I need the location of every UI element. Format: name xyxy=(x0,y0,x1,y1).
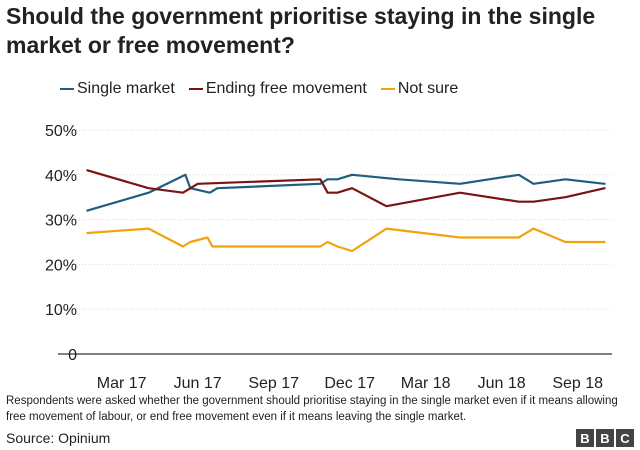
legend-item-single-market: Single market xyxy=(60,80,175,98)
series-line-ending-free-movement xyxy=(86,169,606,208)
legend-label-ending-free-movement: Ending free movement xyxy=(205,80,367,97)
y-tick-label: 10% xyxy=(45,302,77,319)
legend-label-single-market: Single market xyxy=(77,80,175,97)
legend-item-not-sure: Not sure xyxy=(380,80,459,98)
x-tick-label: Mar 18 xyxy=(401,375,451,392)
y-tick-label: 20% xyxy=(45,257,77,274)
x-tick-label: Sep 18 xyxy=(552,375,603,392)
chart-footnote: Respondents were asked whether the gover… xyxy=(6,395,618,423)
x-tick-label: Sep 17 xyxy=(248,375,299,392)
legend-item-ending-free-movement: Ending free movement xyxy=(188,80,367,98)
y-tick-label: 30% xyxy=(45,213,77,230)
legend: Single market Ending free movement Not s… xyxy=(60,80,458,98)
y-tick-label: 50% xyxy=(45,123,77,140)
legend-swatch-not-sure xyxy=(380,88,395,90)
bbc-logo-block: B xyxy=(576,429,594,447)
legend-swatch-ending-free-movement xyxy=(188,88,203,90)
series-line-single-market xyxy=(86,173,606,212)
legend-label-not-sure: Not sure xyxy=(397,80,459,97)
x-tick-label: Mar 17 xyxy=(97,375,147,392)
bbc-logo: B B C xyxy=(576,429,634,447)
legend-swatch-single-market xyxy=(60,88,74,90)
source-label: Source: Opinium xyxy=(6,430,111,446)
x-tick-label: Dec 17 xyxy=(324,375,375,392)
y-tick-label: 0 xyxy=(68,347,77,364)
x-tick-label: Jun 17 xyxy=(174,375,222,392)
series-line-not-sure xyxy=(86,227,606,253)
y-tick-label: 40% xyxy=(45,168,77,185)
bbc-logo-block: B xyxy=(596,429,614,447)
line-chart: 0 10% 20% 30% 40% 50% Mar 17 Jun 17 Sep 17 Dec 17… xyxy=(45,123,612,392)
chart-title: Should the government prioritise staying… xyxy=(6,3,596,58)
bbc-logo-block: C xyxy=(616,429,634,447)
x-tick-label: Jun 18 xyxy=(478,375,526,392)
